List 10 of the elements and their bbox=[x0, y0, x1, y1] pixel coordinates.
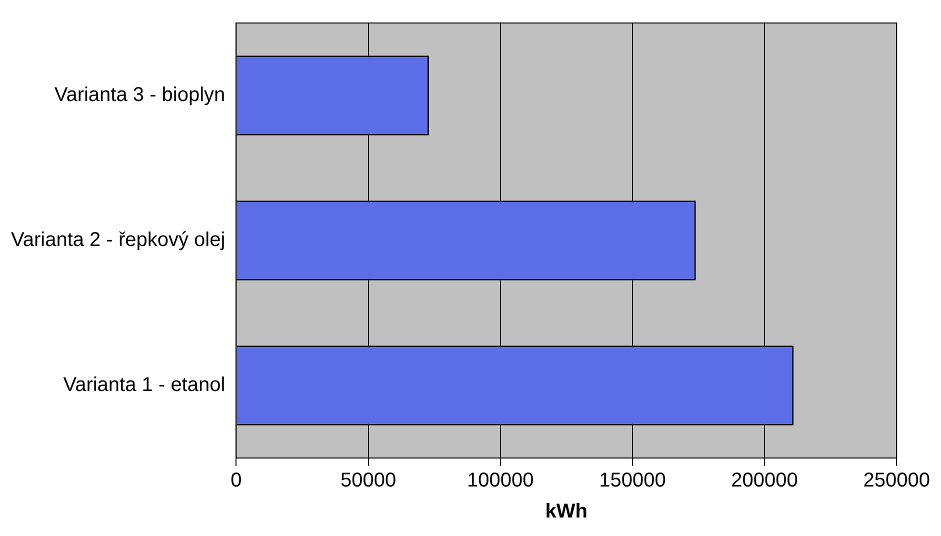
x-axis-title: kWh bbox=[545, 500, 588, 523]
x-tick-label: 250000 bbox=[863, 470, 930, 492]
y-tick-label: Varianta 1 - etanol bbox=[63, 374, 226, 396]
x-tick-label: 50000 bbox=[340, 470, 396, 492]
x-tick-label: 100000 bbox=[466, 470, 534, 492]
y-tick-label: Varianta 2 - řepkový olej bbox=[10, 229, 226, 252]
x-tick-label: 0 bbox=[230, 470, 242, 492]
x-tick-label: 200000 bbox=[731, 470, 798, 492]
x-tick-label: 150000 bbox=[599, 470, 666, 492]
y-tick-label: Varianta 3 - bioplyn bbox=[54, 84, 226, 106]
